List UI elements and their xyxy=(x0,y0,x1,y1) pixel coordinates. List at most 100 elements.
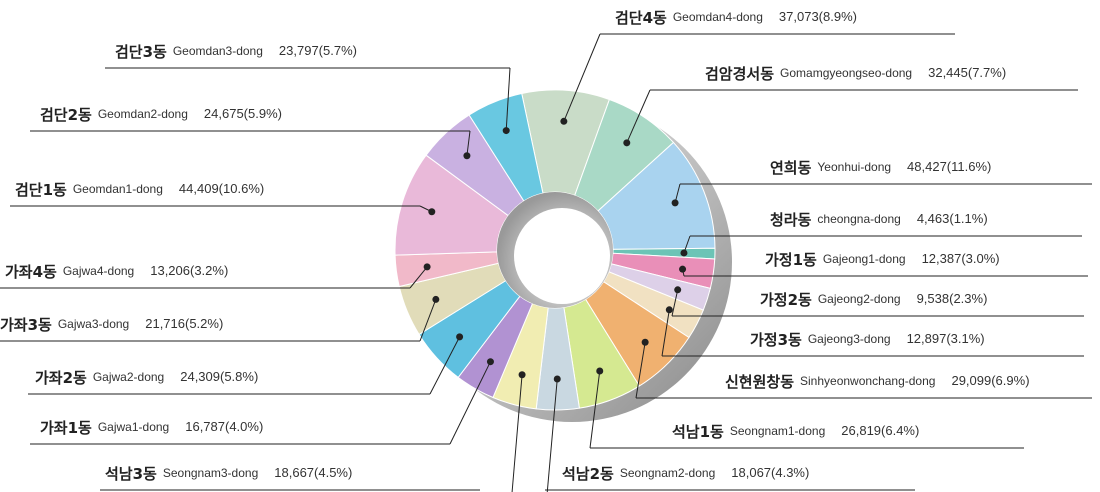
label-korean: 가정1동 xyxy=(765,251,817,269)
labels: 검단4동 Geomdan4-dong 37,073(8.9%) 검암경서동 Gomamg… xyxy=(0,9,1092,492)
label-value: 12,897(3.1%) xyxy=(907,331,985,346)
slice-label: 가정2동 Gajeong2-dong 9,538(2.3%) xyxy=(760,291,987,309)
slice-label: 청라동 cheongna-dong 4,463(1.1%) xyxy=(770,211,988,229)
label-value: 23,797(5.7%) xyxy=(279,43,357,58)
leader-dot xyxy=(553,375,561,383)
slice-label: 가좌1동 Gajwa1-dong 16,787(4.0%) xyxy=(40,419,263,437)
label-english: Gajeong2-dong xyxy=(818,292,901,306)
slice-label: 가좌4동 Gajwa4-dong 13,206(3.2%) xyxy=(5,263,228,281)
label-english: Gajeong3-dong xyxy=(808,332,891,346)
leader-dot xyxy=(674,286,682,294)
slices xyxy=(394,89,716,411)
label-value: 4,463(1.1%) xyxy=(917,211,988,226)
label-english: Sinhyeonwonchang-dong xyxy=(800,374,935,388)
leader-dot xyxy=(518,371,526,379)
label-korean: 검단1동 xyxy=(15,181,67,199)
leader-line xyxy=(466,130,471,156)
slice-label: 석남2동 Seongnam2-dong 18,067(4.3%) xyxy=(562,465,809,483)
label-english: Gajwa3-dong xyxy=(58,317,129,331)
leader-line xyxy=(589,370,601,449)
label-korean: 가좌1동 xyxy=(40,419,92,437)
leader-dot xyxy=(560,117,568,125)
leader-dot xyxy=(428,208,436,216)
label-value: 24,675(5.9%) xyxy=(204,106,282,121)
slice-label: 석남3동 Seongnam3-dong 18,667(4.5%) xyxy=(105,465,352,483)
leader-line xyxy=(511,374,523,492)
leader-dot xyxy=(423,263,431,271)
label-korean: 석남1동 xyxy=(672,423,724,441)
label-korean: 가좌3동 xyxy=(0,316,52,334)
label-english: Seongnam1-dong xyxy=(730,424,825,438)
slice-label: 검단2동 Geomdan2-dong 24,675(5.9%) xyxy=(40,106,282,124)
label-value: 44,409(10.6%) xyxy=(179,181,264,196)
label-english: Seongnam2-dong xyxy=(620,466,715,480)
label-korean: 검단3동 xyxy=(115,43,167,61)
leader-dot xyxy=(671,199,679,207)
label-korean: 석남2동 xyxy=(562,465,614,483)
leader-line xyxy=(635,342,646,399)
label-value: 26,819(6.4%) xyxy=(841,423,919,438)
label-value: 18,667(4.5%) xyxy=(274,465,352,480)
label-korean: 신현원창동 xyxy=(725,373,794,391)
leader-line xyxy=(409,266,428,289)
leader-dot xyxy=(432,295,440,303)
leader-dot xyxy=(623,139,631,147)
label-korean: 가좌2동 xyxy=(35,369,87,387)
label-value: 16,787(4.0%) xyxy=(185,419,263,434)
donut-hole-inner xyxy=(514,208,610,304)
slice-label: 가정1동 Gajeong1-dong 12,387(3.0%) xyxy=(765,251,1000,269)
label-value: 21,716(5.2%) xyxy=(145,316,223,331)
slice-label: 가좌2동 Gajwa2-dong 24,309(5.8%) xyxy=(35,369,258,387)
leader-line xyxy=(563,33,601,122)
label-value: 37,073(8.9%) xyxy=(779,9,857,24)
slice-label: 검단4동 Geomdan4-dong 37,073(8.9%) xyxy=(615,9,857,27)
label-korean: 가좌4동 xyxy=(5,263,57,281)
label-korean: 가정3동 xyxy=(750,331,802,349)
label-english: Gajwa4-dong xyxy=(63,264,134,278)
leader-line xyxy=(505,67,511,131)
leader-dot xyxy=(680,249,688,257)
label-value: 48,427(11.6%) xyxy=(907,159,991,174)
label-value: 12,387(3.0%) xyxy=(922,251,1000,266)
label-korean: 연희동 xyxy=(770,159,812,177)
label-value: 9,538(2.3%) xyxy=(917,291,988,306)
leader-dot xyxy=(502,127,510,135)
leader-line xyxy=(546,378,558,492)
leader-dot xyxy=(596,367,604,375)
label-english: Gajeong1-dong xyxy=(823,252,906,266)
leader-line xyxy=(661,309,670,357)
slice-label: 가좌3동 Gajwa3-dong 21,716(5.2%) xyxy=(0,316,223,334)
leader-dot xyxy=(456,333,464,341)
label-value: 29,099(6.9%) xyxy=(951,373,1029,388)
label-english: Geomdan2-dong xyxy=(98,107,188,121)
label-korean: 검단2동 xyxy=(40,106,92,124)
leader-line xyxy=(449,361,491,445)
label-english: Gajwa2-dong xyxy=(93,370,164,384)
label-english: cheongna-dong xyxy=(817,212,900,226)
leader-dot xyxy=(665,306,673,314)
leader-line xyxy=(671,289,679,317)
label-korean: 검암경서동 xyxy=(705,65,774,83)
label-value: 13,206(3.2%) xyxy=(150,263,228,278)
leader-line xyxy=(419,299,437,342)
slice-label: 가정3동 Gajeong3-dong 12,897(3.1%) xyxy=(750,331,985,349)
label-value: 32,445(7.7%) xyxy=(928,65,1006,80)
label-english: Geomdan4-dong xyxy=(673,10,763,24)
leader-dot xyxy=(679,265,687,273)
label-korean: 석남3동 xyxy=(105,465,157,483)
label-korean: 가정2동 xyxy=(760,291,812,309)
slice-label: 연희동 Yeonhui-dong 48,427(11.6%) xyxy=(770,159,991,177)
label-value: 24,309(5.8%) xyxy=(180,369,258,384)
slice-label: 석남1동 Seongnam1-dong 26,819(6.4%) xyxy=(672,423,919,441)
label-english: Geomdan3-dong xyxy=(173,44,263,58)
slice-label: 검암경서동 Gomamgyeongseo-dong 32,445(7.7%) xyxy=(705,65,1006,83)
label-english: Yeonhui-dong xyxy=(817,160,891,174)
leader-dot xyxy=(463,152,471,160)
label-korean: 검단4동 xyxy=(615,9,667,27)
slice-label: 신현원창동 Sinhyeonwonchang-dong 29,099(6.9%) xyxy=(725,373,1030,391)
leader-dot xyxy=(641,338,649,346)
label-english: Geomdan1-dong xyxy=(73,182,163,196)
label-korean: 청라동 xyxy=(770,211,812,229)
label-english: Seongnam3-dong xyxy=(163,466,258,480)
